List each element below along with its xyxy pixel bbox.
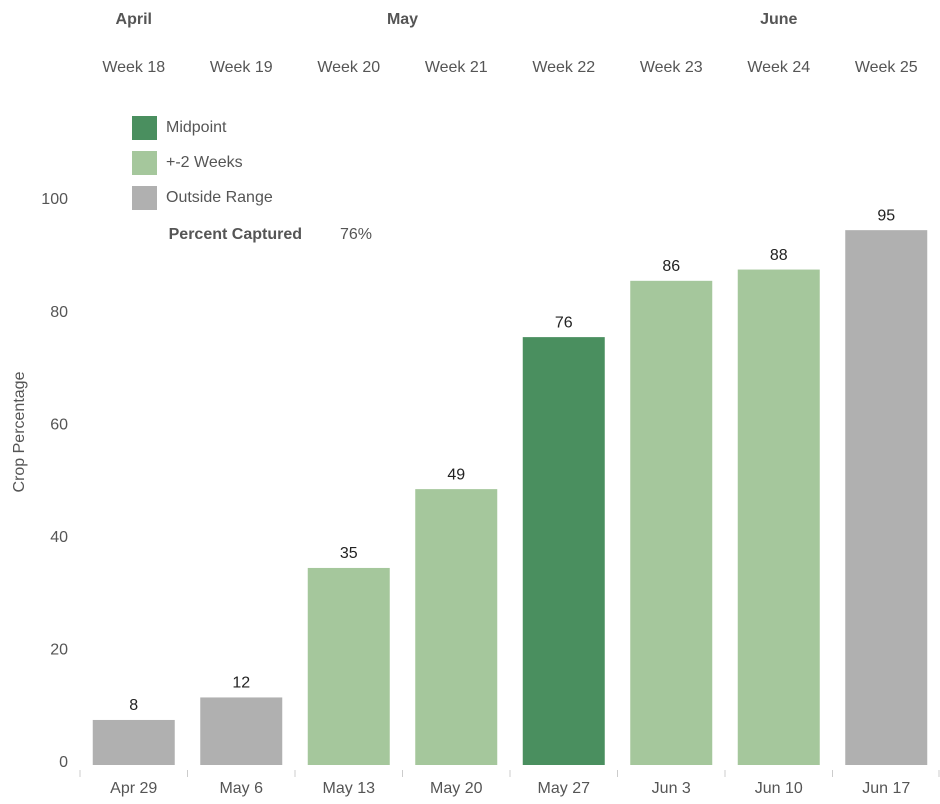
y-tick-label: 60 [50,416,68,433]
x-tick-label: Jun 3 [652,780,691,797]
x-tick-label: May 20 [430,780,483,797]
value-label: 35 [340,545,358,562]
y-tick-label: 0 [59,754,68,771]
month-label: June [760,11,797,28]
week-label: Week 25 [855,59,918,76]
bar [522,337,605,765]
bar [307,567,390,765]
week-label: Week 21 [425,59,488,76]
bar [92,719,175,765]
month-label: April [116,11,152,28]
bar [630,280,713,765]
week-label: Week 23 [640,59,703,76]
value-label: 86 [662,258,680,275]
value-label: 76 [555,314,573,331]
summary-value: 76% [340,226,372,243]
legend-label: Outside Range [166,189,273,206]
week-label: Week 22 [532,59,595,76]
y-tick-label: 40 [50,529,68,546]
value-label: 12 [232,675,250,692]
bar [845,230,928,765]
bar [200,697,283,765]
value-label: 8 [129,697,138,714]
week-label: Week 18 [102,59,165,76]
y-tick-label: 20 [50,642,68,659]
y-axis-label: Crop Percentage [11,371,28,492]
legend-label: Midpoint [166,119,227,136]
x-tick-label: May 13 [323,780,376,797]
summary-label: Percent Captured [169,226,302,243]
week-label: Week 24 [747,59,810,76]
value-label: 88 [770,247,788,264]
legend-swatch [132,116,157,140]
week-label: Week 19 [210,59,273,76]
legend-label: +-2 Weeks [166,154,243,171]
x-tick-label: May 27 [538,780,591,797]
legend-swatch [132,186,157,210]
bar [737,269,820,765]
x-tick-label: May 6 [219,780,263,797]
bar [415,489,498,765]
legend-swatch [132,151,157,175]
value-label: 95 [877,207,895,224]
y-tick-label: 80 [50,304,68,321]
value-label: 49 [447,466,465,483]
x-tick-label: Jun 10 [755,780,803,797]
month-label: May [387,11,418,28]
y-tick-label: 100 [41,191,68,208]
x-tick-label: Apr 29 [110,780,157,797]
x-tick-label: Jun 17 [862,780,910,797]
week-label: Week 20 [317,59,380,76]
